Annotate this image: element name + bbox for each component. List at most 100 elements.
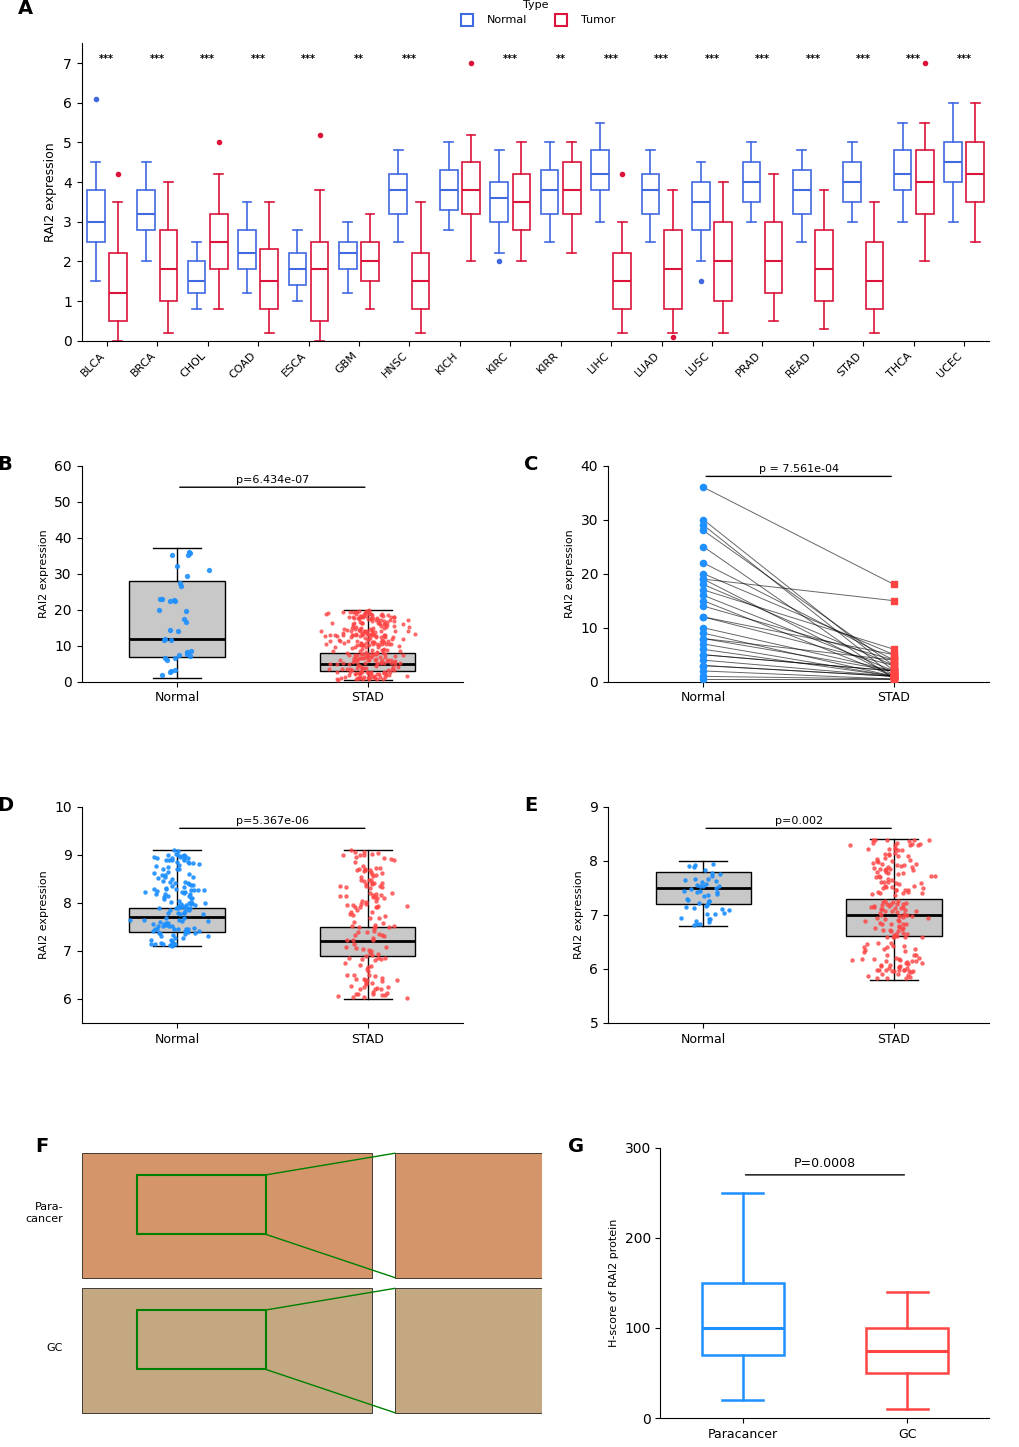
Point — [364, 644, 380, 667]
PathPatch shape — [320, 653, 415, 671]
Point — [373, 628, 389, 651]
Point — [332, 667, 348, 690]
PathPatch shape — [966, 142, 983, 203]
Point — [365, 622, 381, 645]
Point — [181, 896, 198, 919]
Text: Para-
cancer: Para- cancer — [25, 1202, 63, 1224]
PathPatch shape — [843, 162, 860, 203]
Point — [162, 890, 178, 913]
Point — [886, 573, 902, 596]
Point — [201, 559, 217, 582]
Point — [369, 841, 385, 864]
Point — [890, 955, 906, 978]
Point — [370, 634, 386, 657]
Point — [708, 883, 725, 906]
Point — [862, 896, 878, 919]
Point — [695, 605, 711, 628]
Point — [871, 858, 888, 881]
PathPatch shape — [490, 182, 507, 221]
Point — [400, 615, 417, 638]
Point — [688, 909, 704, 932]
Point — [373, 615, 389, 638]
Point — [146, 878, 162, 901]
Point — [366, 977, 382, 1000]
Point — [698, 903, 714, 926]
Point — [160, 860, 176, 883]
Point — [176, 920, 193, 943]
Point — [361, 624, 377, 647]
Point — [352, 640, 368, 663]
Point — [317, 632, 333, 655]
Point — [344, 985, 361, 1009]
Point — [179, 846, 196, 870]
Point — [694, 871, 710, 894]
Point — [352, 645, 368, 669]
Point — [372, 603, 388, 627]
Point — [708, 880, 725, 903]
Point — [372, 625, 388, 648]
Point — [695, 579, 711, 602]
PathPatch shape — [439, 171, 458, 210]
Point — [696, 858, 712, 881]
Point — [350, 667, 366, 690]
Point — [143, 928, 159, 951]
Point — [381, 608, 397, 631]
Point — [177, 871, 194, 894]
Point — [893, 839, 909, 862]
Point — [887, 871, 903, 894]
Point — [347, 669, 364, 692]
Point — [171, 854, 187, 877]
Point — [312, 619, 328, 642]
Point — [153, 925, 169, 948]
Point — [182, 541, 199, 564]
Point — [352, 605, 368, 628]
Point — [166, 926, 182, 949]
Point — [356, 655, 372, 679]
Point — [869, 849, 886, 873]
Point — [367, 886, 383, 909]
Point — [347, 983, 364, 1006]
Point — [910, 946, 926, 969]
Point — [388, 968, 405, 991]
Point — [353, 616, 369, 640]
Point — [369, 635, 385, 658]
PathPatch shape — [591, 150, 608, 190]
Point — [347, 635, 364, 658]
Text: D: D — [0, 796, 14, 815]
Text: F: F — [36, 1137, 49, 1156]
Point — [373, 651, 389, 674]
Point — [360, 628, 376, 651]
Point — [352, 954, 368, 977]
Point — [179, 917, 196, 941]
Point — [695, 660, 711, 683]
Point — [368, 632, 384, 655]
Point — [688, 913, 704, 936]
Point — [676, 868, 692, 891]
Point — [368, 896, 384, 919]
Point — [898, 912, 914, 935]
Point — [181, 644, 198, 667]
Point — [695, 638, 711, 661]
Point — [879, 855, 896, 878]
Point — [362, 666, 378, 689]
Point — [354, 611, 370, 634]
Point — [160, 884, 176, 907]
Point — [165, 932, 181, 955]
Point — [381, 660, 397, 683]
Point — [152, 920, 168, 943]
Point — [855, 935, 871, 958]
Point — [358, 603, 374, 627]
Point — [889, 831, 905, 854]
Point — [912, 871, 928, 894]
Point — [886, 664, 902, 687]
Bar — [394, 1288, 541, 1412]
Point — [875, 846, 892, 870]
Point — [344, 637, 361, 660]
PathPatch shape — [138, 190, 155, 230]
Point — [163, 658, 179, 682]
Point — [348, 651, 365, 674]
Point — [384, 655, 400, 679]
Point — [171, 909, 187, 932]
Point — [352, 606, 368, 629]
Point — [166, 658, 182, 682]
